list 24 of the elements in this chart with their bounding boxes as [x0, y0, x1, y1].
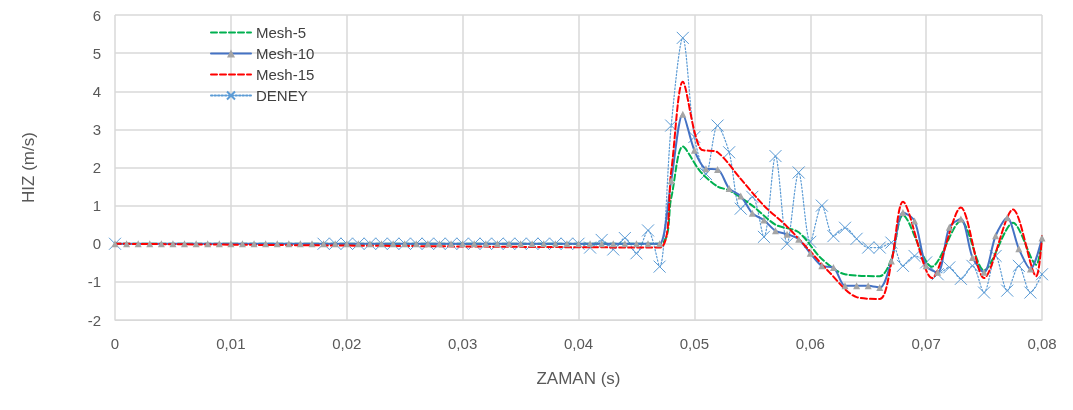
x-tick-label: 0: [110, 335, 120, 352]
x-tick-label: 0,08: [1027, 335, 1057, 352]
x-tick-label: 0,07: [911, 335, 941, 352]
y-tick-label: -1: [87, 273, 101, 291]
legend-label: Mesh-5: [256, 24, 307, 41]
x-tick-label: 0,01: [216, 335, 246, 352]
legend-label: Mesh-15: [256, 66, 315, 83]
y-tick-label: 2: [92, 159, 101, 176]
y-tick-label: 3: [92, 120, 101, 138]
legend-label: Mesh-10: [256, 45, 315, 62]
x-tick-label: 0,03: [448, 335, 478, 352]
x-axis-title: ZAMAN (s): [536, 369, 621, 388]
y-tick-label: 4: [92, 82, 101, 100]
y-tick-label: 1: [92, 197, 101, 215]
y-tick-label: 5: [92, 44, 101, 62]
x-tick-label: 0,06: [795, 335, 825, 352]
legend-label: DENEY: [256, 87, 308, 104]
y-tick-label: 6: [92, 6, 101, 24]
x-tick-label: 0,04: [563, 335, 594, 352]
x-tick-label: 0,05: [679, 335, 709, 352]
y-tick-label: -2: [87, 311, 101, 329]
y-tick-label: 0: [92, 235, 101, 253]
y-axis-title: HIZ (m/s): [19, 132, 38, 203]
x-tick-label: 0,02: [332, 335, 362, 352]
